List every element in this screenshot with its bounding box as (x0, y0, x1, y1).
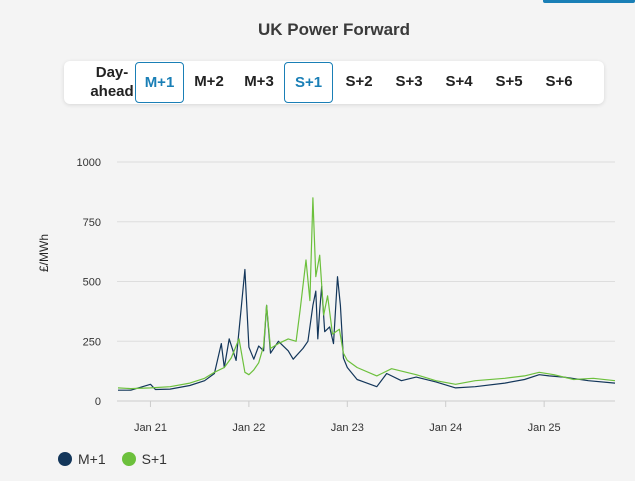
legend-dot-m1 (58, 452, 72, 466)
y-tick-label: 1000 (77, 157, 101, 169)
y-tick-label: 750 (83, 217, 101, 229)
tab-s3[interactable]: S+3 (395, 73, 423, 90)
legend-item-m1[interactable]: M+1 (58, 451, 106, 467)
legend-label-s1: S+1 (141, 451, 167, 467)
chart-legend: M+1 S+1 (58, 451, 183, 467)
tab-day-ahead[interactable]: Day-ahead (90, 63, 134, 100)
tab-s5[interactable]: S+5 (495, 73, 523, 90)
x-tick-label: Jan 23 (331, 422, 364, 434)
y-axis-label: £/MWh (37, 233, 51, 272)
top-accent-bar (543, 0, 635, 3)
y-tick-label: 0 (95, 396, 101, 408)
period-tab-bar: Day-ahead M+1 M+2 M+3 S+1 S+2 S+3 S+4 S+… (64, 61, 604, 104)
tab-s6[interactable]: S+6 (545, 73, 573, 90)
price-line-chart: 0 250 500 750 1000 Jan 21 Jan 22 Jan 23 Jan 24 Ja… (77, 157, 616, 434)
tab-m3[interactable]: M+3 (244, 73, 274, 90)
y-tick-label: 500 (83, 277, 101, 289)
legend-label-m1: M+1 (78, 451, 106, 467)
x-tick-label: Jan 24 (429, 422, 462, 434)
tab-s1[interactable]: S+1 (284, 62, 333, 103)
tab-m2[interactable]: M+2 (194, 73, 224, 90)
x-tick-label: Jan 25 (528, 422, 561, 434)
tab-s2[interactable]: S+2 (345, 73, 373, 90)
series-line-s1 (117, 197, 616, 390)
tab-s4[interactable]: S+4 (445, 73, 473, 90)
x-tick-label: Jan 22 (232, 422, 265, 434)
legend-dot-s1 (121, 452, 136, 466)
tab-m1[interactable]: M+1 (135, 62, 184, 103)
legend-item-s1[interactable]: S+1 (121, 451, 167, 467)
x-tick-label: Jan 21 (134, 422, 167, 434)
chart-title: UK Power Forward (257, 20, 411, 39)
series-line-m1 (118, 268, 616, 391)
y-tick-label: 250 (83, 336, 101, 348)
